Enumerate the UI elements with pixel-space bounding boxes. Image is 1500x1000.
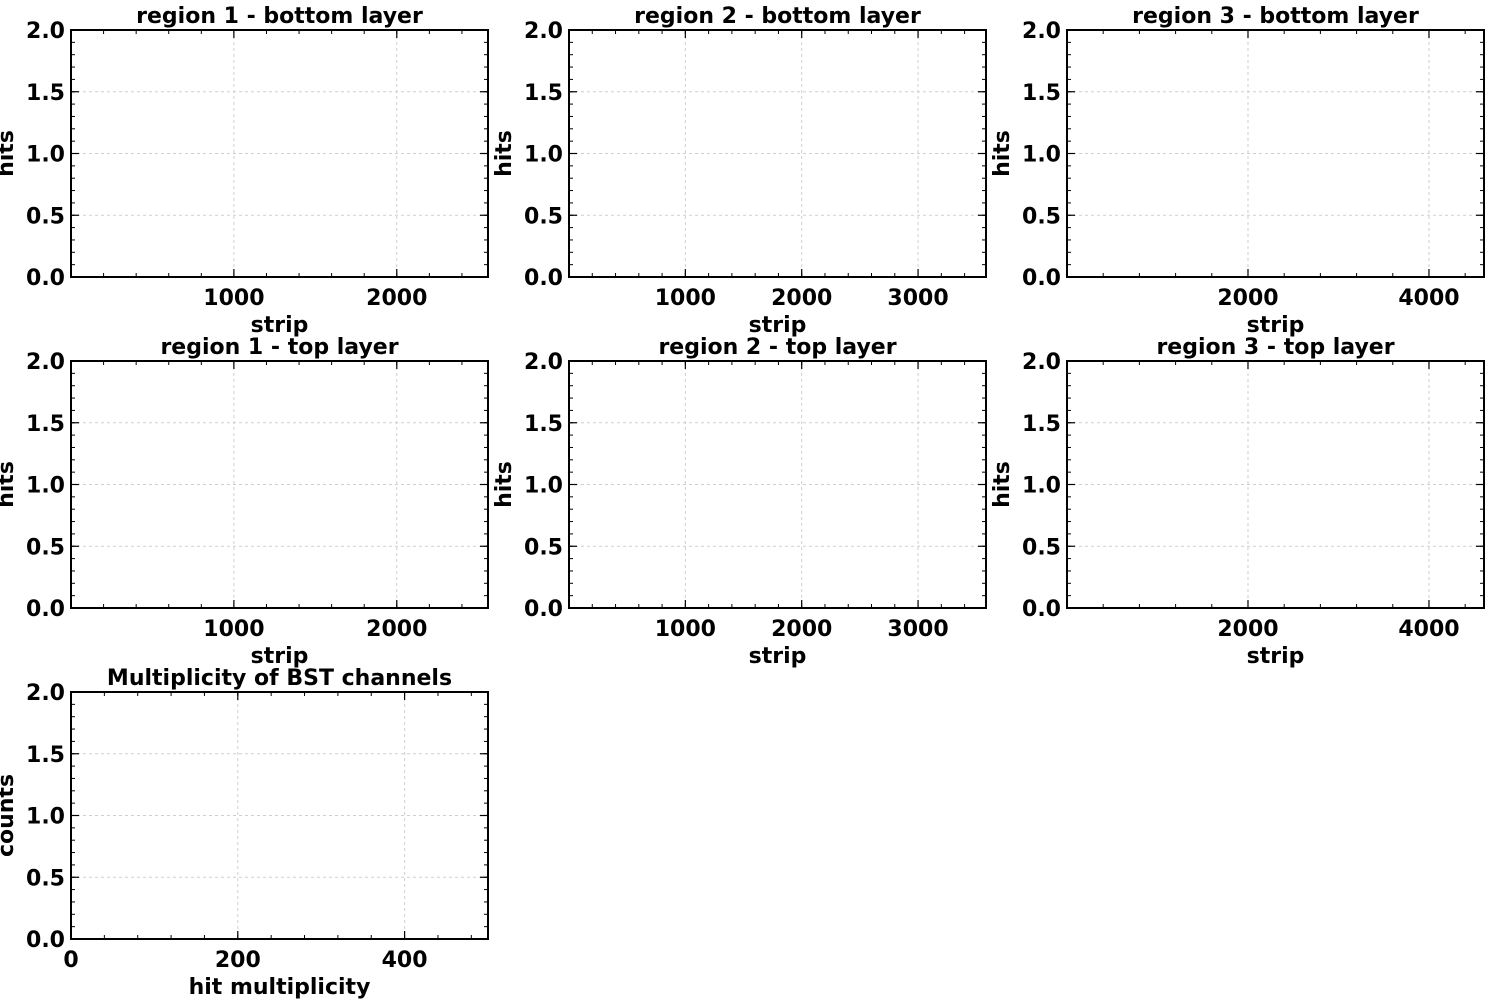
y-tick-label: 0.0	[26, 597, 65, 622]
subplot-4: 1000 2000 0.0 0.5 1.0 1.5 2.0 region 1 - top la…	[0, 335, 489, 669]
x-tick-label: 0	[63, 948, 78, 973]
x-axis-label: strip	[749, 313, 807, 338]
x-tick-label: 1000	[655, 286, 716, 311]
y-tick-label: 0.5	[26, 204, 65, 229]
subplot-6: 2000 4000 0.0 0.5 1.0 1.5 2.0 region 3 - top la…	[990, 335, 1485, 669]
y-tick-label: 2.0	[524, 350, 563, 375]
y-axis-label: hits	[990, 130, 1015, 177]
x-axis-label: strip	[1247, 644, 1305, 669]
y-tick-label: 1.0	[1022, 474, 1061, 499]
y-tick-label: 0.5	[1022, 204, 1061, 229]
y-tick-label: 2.0	[1022, 19, 1061, 44]
subplot-1: 1000 2000 0.0 0.5 1.0 1.5 2.0 region 1 - bottom…	[0, 4, 489, 338]
y-tick-label: 0.5	[524, 204, 563, 229]
y-tick-label: 0.0	[1022, 266, 1061, 291]
chart-title: Multiplicity of BST channels	[107, 666, 452, 691]
x-tick-label: 400	[382, 948, 428, 973]
y-tick-label: 2.0	[26, 350, 65, 375]
chart-title: region 2 - top layer	[658, 335, 896, 360]
x-tick-label: 3000	[887, 286, 948, 311]
y-tick-label: 1.0	[26, 143, 65, 168]
y-tick-label: 1.5	[524, 81, 563, 106]
x-tick-label: 1000	[655, 617, 716, 642]
y-tick-label: 0.0	[524, 597, 563, 622]
chart-title: region 1 - bottom layer	[136, 4, 423, 29]
x-tick-label: 2000	[366, 617, 427, 642]
y-tick-label: 0.0	[26, 928, 65, 953]
x-axis-label: strip	[749, 644, 807, 669]
y-tick-label: 2.0	[26, 681, 65, 706]
y-axis-label: hits	[492, 461, 517, 508]
subplot-3: 2000 4000 0.0 0.5 1.0 1.5 2.0 region 3 - bottom…	[990, 4, 1485, 338]
y-tick-label: 1.0	[1022, 143, 1061, 168]
y-tick-label: 1.0	[26, 805, 65, 830]
y-tick-label: 1.5	[26, 81, 65, 106]
axes-frame	[1066, 360, 1485, 609]
subplot-2: 1000 2000 3000 0.0 0.5 1.0 1.5 2.0 region 2 - bo…	[492, 4, 987, 338]
axes-frame	[70, 691, 489, 940]
chart-title: region 1 - top layer	[160, 335, 398, 360]
y-tick-label: 0.0	[26, 266, 65, 291]
axes-frame	[70, 29, 489, 278]
y-tick-label: 1.0	[524, 143, 563, 168]
y-axis-label: hits	[492, 130, 517, 177]
x-tick-label: 200	[215, 948, 261, 973]
chart-title: region 3 - top layer	[1156, 335, 1394, 360]
y-tick-label: 0.0	[1022, 597, 1061, 622]
y-tick-label: 1.0	[26, 474, 65, 499]
y-tick-label: 0.5	[524, 535, 563, 560]
x-tick-label: 2000	[771, 286, 832, 311]
y-tick-label: 2.0	[26, 19, 65, 44]
y-tick-label: 0.0	[524, 266, 563, 291]
y-axis-label: hits	[0, 461, 19, 508]
x-tick-label: 1000	[203, 286, 264, 311]
chart-title: region 3 - bottom layer	[1132, 4, 1419, 29]
y-tick-label: 0.5	[26, 866, 65, 891]
y-tick-label: 2.0	[524, 19, 563, 44]
y-axis-label: hits	[0, 130, 19, 177]
subplot-5: 1000 2000 3000 0.0 0.5 1.0 1.5 2.0 region 2 - to…	[492, 335, 987, 669]
y-axis-label: counts	[0, 774, 19, 857]
y-tick-label: 1.5	[1022, 412, 1061, 437]
y-tick-label: 2.0	[1022, 350, 1061, 375]
y-tick-label: 1.0	[524, 474, 563, 499]
x-tick-label: 1000	[203, 617, 264, 642]
x-axis-label: strip	[251, 313, 309, 338]
x-axis-label: strip	[251, 644, 309, 669]
x-axis-label: strip	[1247, 313, 1305, 338]
y-tick-label: 1.5	[1022, 81, 1061, 106]
chart-title: region 2 - bottom layer	[634, 4, 921, 29]
x-tick-label: 2000	[1217, 617, 1278, 642]
y-tick-label: 1.5	[26, 743, 65, 768]
x-axis-label: hit multiplicity	[189, 975, 371, 1000]
x-tick-label: 4000	[1398, 286, 1459, 311]
subplot-7: 0 200 400 0.0 0.5 1.0 1.5 2.0 Multiplicity of BS…	[0, 666, 489, 1000]
x-tick-label: 4000	[1398, 617, 1459, 642]
y-tick-label: 1.5	[524, 412, 563, 437]
x-tick-label: 2000	[366, 286, 427, 311]
x-tick-label: 2000	[1217, 286, 1278, 311]
y-tick-label: 0.5	[1022, 535, 1061, 560]
axes-frame	[568, 360, 987, 609]
axes-frame	[70, 360, 489, 609]
x-tick-label: 3000	[887, 617, 948, 642]
y-axis-label: hits	[990, 461, 1015, 508]
axes-frame	[1066, 29, 1485, 278]
y-tick-label: 0.5	[26, 535, 65, 560]
x-tick-label: 2000	[771, 617, 832, 642]
axes-frame	[568, 29, 987, 278]
y-tick-label: 1.5	[26, 412, 65, 437]
